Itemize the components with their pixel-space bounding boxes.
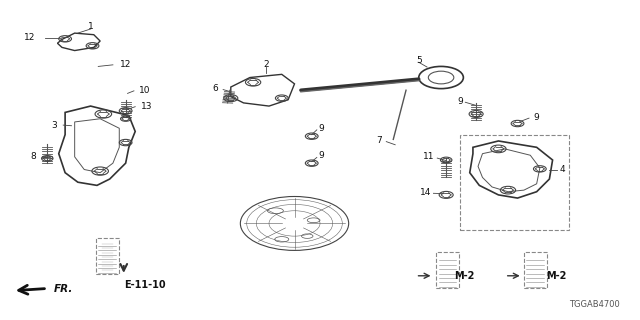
Text: 4: 4 [559, 165, 565, 174]
Text: 2: 2 [263, 60, 269, 69]
Text: M-2: M-2 [454, 271, 474, 281]
Text: 10: 10 [139, 86, 150, 95]
Text: 6: 6 [212, 84, 218, 93]
Text: 5: 5 [416, 56, 422, 65]
Text: 14: 14 [419, 188, 431, 197]
Text: 9: 9 [534, 113, 540, 122]
Text: 8: 8 [30, 152, 36, 161]
Text: M-2: M-2 [546, 271, 566, 281]
Text: 11: 11 [422, 152, 434, 161]
Text: 12: 12 [120, 60, 131, 69]
Text: 9: 9 [318, 124, 324, 133]
Text: 1: 1 [88, 22, 93, 31]
Text: FR.: FR. [54, 284, 73, 294]
Text: 9: 9 [318, 151, 324, 160]
Text: TGGAB4700: TGGAB4700 [569, 300, 620, 309]
Text: 12: 12 [24, 33, 36, 42]
Text: 3: 3 [51, 121, 57, 130]
Text: 13: 13 [141, 101, 152, 111]
Text: E-11-10: E-11-10 [124, 280, 166, 290]
Text: 7: 7 [376, 136, 382, 145]
Text: 9: 9 [458, 97, 463, 106]
